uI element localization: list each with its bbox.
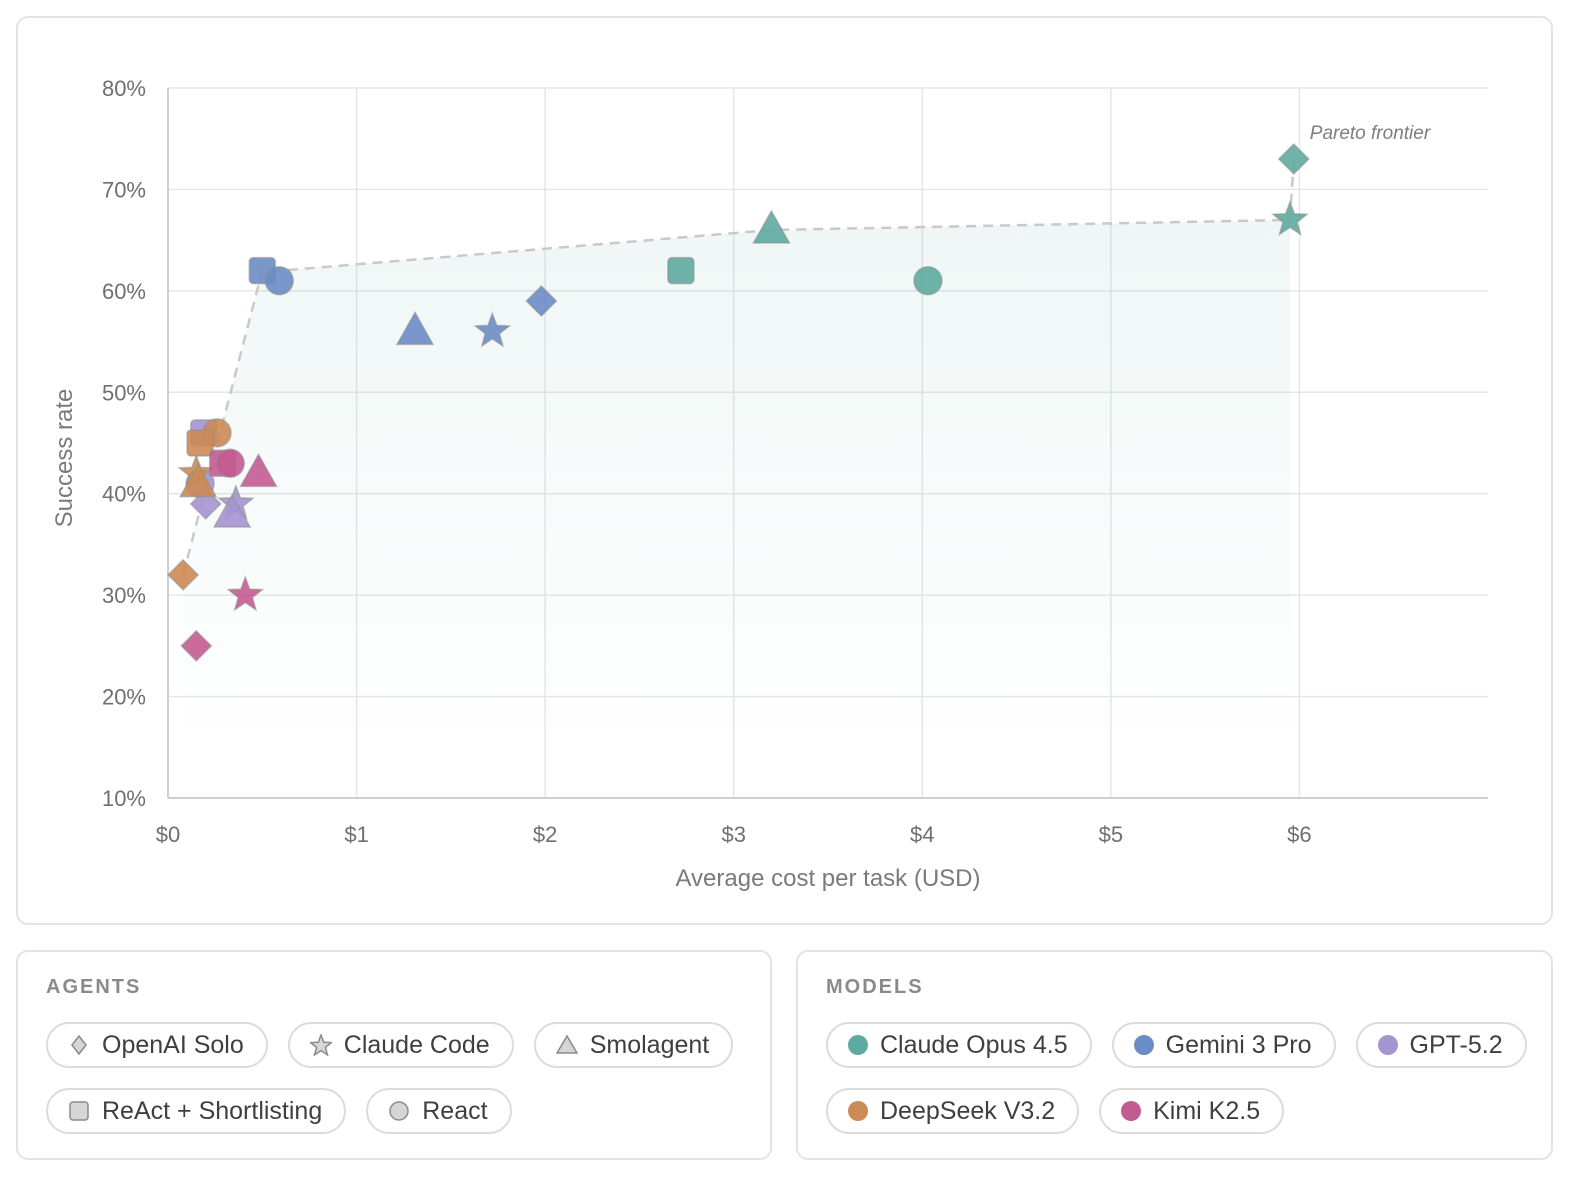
color-swatch-icon — [848, 1101, 868, 1121]
frontier-line — [181, 158, 1296, 576]
square-icon — [69, 1101, 89, 1121]
x-tick-label: $0 — [156, 822, 180, 847]
x-tick-label: $3 — [721, 822, 745, 847]
model-chip-label: Kimi K2.5 — [1153, 1096, 1261, 1125]
star-icon — [309, 1034, 332, 1056]
agents-legend: AGENTS OpenAI Solo Claude Code Smolagent Re… — [16, 950, 772, 1160]
color-swatch-icon — [1121, 1101, 1142, 1121]
color-swatch-icon — [848, 1035, 868, 1055]
agent-chip-label: Smolagent — [589, 1030, 710, 1059]
data-point-circle — [215, 448, 245, 479]
triangle-icon — [555, 1034, 578, 1054]
frontier-area — [183, 219, 1291, 753]
data-point-triangle — [239, 452, 278, 488]
chart-card: Pareto frontier 10% 20% 30% 40% 50% 60% 70% 80%… — [16, 16, 1553, 925]
data-point-square — [667, 256, 695, 285]
model-chip-deepseek-v3-2[interactable]: DeepSeek V3.2 — [826, 1088, 1080, 1134]
y-axis-title: Success rate — [51, 389, 78, 528]
agent-chip-label: ReAct + Shortlisting — [102, 1096, 323, 1125]
x-tick-label: $6 — [1287, 822, 1311, 847]
y-tick-label: 30% — [102, 583, 146, 608]
color-swatch-icon — [1377, 1035, 1398, 1055]
y-tick-label: 20% — [102, 685, 146, 710]
x-tick-label: $1 — [344, 822, 368, 847]
data-point-triangle — [752, 209, 791, 244]
agent-chip-label: OpenAI Solo — [102, 1030, 244, 1059]
frontier-label: Pareto frontier — [1310, 123, 1431, 144]
y-tick-label: 60% — [102, 279, 146, 304]
data-point-star — [473, 311, 512, 348]
data-point-diamond — [180, 629, 213, 662]
scatter-chart: Pareto frontier 10% 20% 30% 40% 50% 60% 70% 80%… — [51, 76, 1488, 892]
y-tick-label: 50% — [102, 380, 146, 405]
data-point-star — [226, 574, 265, 612]
models-legend: MODELS Claude Opus 4.5 Gemini 3 Pro GPT-5.… — [796, 950, 1553, 1160]
model-chip-label: GPT-5.2 — [1409, 1030, 1503, 1059]
agent-chip-label: Claude Code — [343, 1030, 490, 1059]
color-swatch-icon — [1133, 1035, 1154, 1055]
y-tick-label: 80% — [102, 76, 146, 101]
model-chip-label: DeepSeek V3.2 — [880, 1096, 1056, 1125]
x-tick-label: $2 — [533, 822, 557, 847]
model-chip-gpt-5-2[interactable]: GPT-5.2 — [1355, 1022, 1527, 1068]
agent-chip-react[interactable]: React — [366, 1088, 512, 1134]
data-point-circle — [264, 265, 295, 296]
model-chip-label: Claude Opus 4.5 — [880, 1030, 1068, 1059]
agent-chip-claude-code[interactable]: Claude Code — [287, 1022, 514, 1068]
data-point-diamond — [167, 558, 200, 591]
y-tick-label: 10% — [102, 786, 146, 811]
model-chip-list: Claude Opus 4.5 Gemini 3 Pro GPT-5.2 DeepSe… — [826, 1022, 1531, 1134]
data-point-triangle — [178, 463, 218, 498]
data-point-diamond — [525, 284, 558, 318]
model-chip-kimi-k2-5[interactable]: Kimi K2.5 — [1099, 1088, 1285, 1134]
diamond-icon — [71, 1034, 87, 1056]
y-tick-label: 40% — [102, 482, 146, 507]
models-legend-title: MODELS — [826, 976, 924, 998]
agent-chip-label: React — [422, 1096, 488, 1125]
model-chip-gemini-3-pro[interactable]: Gemini 3 Pro — [1111, 1022, 1336, 1068]
data-point-star — [1270, 199, 1310, 237]
agent-chip-list: OpenAI Solo Claude Code Smolagent ReAct + S… — [46, 1022, 750, 1134]
data-point-diamond — [1277, 142, 1310, 176]
x-axis-title: Average cost per task (USD) — [675, 865, 980, 892]
data-point-circle — [913, 265, 943, 296]
agents-legend-title: AGENTS — [46, 976, 142, 998]
agent-chip-openai-solo[interactable]: OpenAI Solo — [46, 1022, 268, 1068]
model-chip-claude-opus-4-5[interactable]: Claude Opus 4.5 — [826, 1022, 1092, 1068]
agent-chip-smolagent[interactable]: Smolagent — [533, 1022, 734, 1068]
data-point-square — [186, 429, 214, 457]
y-tick-label: 70% — [102, 177, 146, 202]
model-chip-label: Gemini 3 Pro — [1165, 1030, 1312, 1059]
data-point-triangle — [395, 310, 435, 346]
agent-chip-react-shortlisting[interactable]: ReAct + Shortlisting — [46, 1088, 347, 1134]
circle-icon — [389, 1101, 409, 1121]
data-point-triangle — [212, 493, 252, 528]
x-tick-label: $5 — [1099, 822, 1123, 847]
x-tick-label: $4 — [910, 822, 934, 847]
